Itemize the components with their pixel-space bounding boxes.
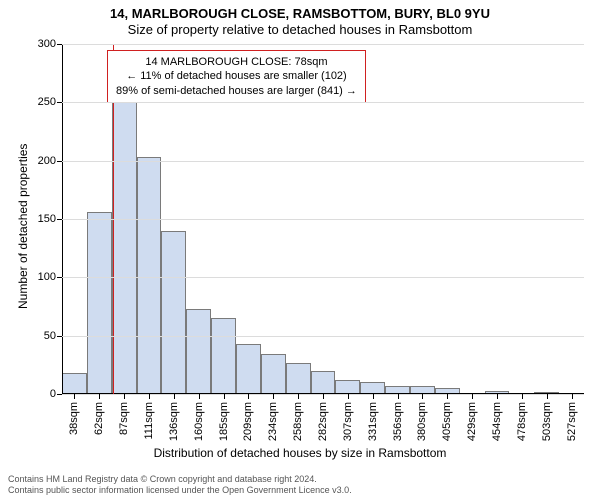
histogram-bar	[286, 363, 311, 395]
y-tick-label: 300	[38, 38, 56, 50]
gridline	[62, 219, 584, 220]
x-tick-mark	[323, 394, 324, 399]
x-tick-mark	[273, 394, 274, 399]
x-tick-label: 405sqm	[441, 402, 453, 441]
info-box-line3: 89% of semi-detached houses are larger (…	[116, 84, 357, 98]
gridline	[62, 336, 584, 337]
x-tick-label: 454sqm	[491, 402, 503, 441]
gridline	[62, 161, 584, 162]
gridline	[62, 277, 584, 278]
footer-line1: Contains HM Land Registry data © Crown c…	[8, 474, 352, 485]
x-tick-mark	[547, 394, 548, 399]
x-tick-mark	[398, 394, 399, 399]
x-tick-label: 62sqm	[93, 402, 105, 435]
y-tick-mark	[57, 394, 62, 395]
y-tick-label: 0	[50, 388, 56, 400]
y-tick-label: 250	[38, 96, 56, 108]
x-tick-label: 503sqm	[541, 402, 553, 441]
y-tick-mark	[57, 161, 62, 162]
gridline	[62, 102, 584, 103]
x-tick-label: 356sqm	[392, 402, 404, 441]
footer-attribution: Contains HM Land Registry data © Crown c…	[8, 474, 352, 496]
x-tick-mark	[224, 394, 225, 399]
x-tick-mark	[447, 394, 448, 399]
x-tick-mark	[74, 394, 75, 399]
histogram-bar	[261, 354, 286, 394]
x-tick-mark	[298, 394, 299, 399]
x-tick-mark	[472, 394, 473, 399]
y-tick-label: 150	[38, 213, 56, 225]
chart-title-line1: 14, MARLBOROUGH CLOSE, RAMSBOTTOM, BURY,…	[0, 6, 600, 21]
histogram-bar	[311, 371, 336, 394]
info-box: 14 MARLBOROUGH CLOSE: 78sqm ← 11% of det…	[107, 50, 366, 103]
x-tick-mark	[124, 394, 125, 399]
histogram-bar	[236, 344, 261, 394]
x-tick-label: 429sqm	[466, 402, 478, 441]
x-tick-label: 527sqm	[566, 402, 578, 441]
y-tick-mark	[57, 277, 62, 278]
chart-title-line2: Size of property relative to detached ho…	[0, 22, 600, 37]
x-tick-mark	[99, 394, 100, 399]
x-tick-label: 136sqm	[168, 402, 180, 441]
x-tick-mark	[149, 394, 150, 399]
x-tick-label: 111sqm	[143, 402, 155, 440]
gridline	[62, 44, 584, 45]
histogram-bar	[211, 318, 236, 394]
histogram-bar	[62, 373, 87, 394]
x-tick-mark	[348, 394, 349, 399]
y-tick-label: 100	[38, 271, 56, 283]
x-tick-mark	[248, 394, 249, 399]
y-tick-label: 200	[38, 155, 56, 167]
x-tick-mark	[572, 394, 573, 399]
x-tick-mark	[174, 394, 175, 399]
histogram-bar	[112, 92, 137, 394]
x-tick-mark	[522, 394, 523, 399]
footer-line2: Contains public sector information licen…	[8, 485, 352, 496]
y-tick-mark	[57, 219, 62, 220]
plot-region: 14 MARLBOROUGH CLOSE: 78sqm ← 11% of det…	[62, 44, 584, 394]
histogram-bar	[137, 157, 162, 394]
x-tick-label: 185sqm	[218, 402, 230, 441]
y-tick-label: 50	[44, 330, 56, 342]
x-tick-label: 160sqm	[193, 402, 205, 441]
histogram-bar	[161, 231, 186, 394]
info-box-line2: ← 11% of detached houses are smaller (10…	[116, 69, 357, 83]
x-tick-mark	[422, 394, 423, 399]
x-tick-label: 234sqm	[267, 402, 279, 441]
y-tick-mark	[57, 44, 62, 45]
x-tick-mark	[373, 394, 374, 399]
x-tick-label: 282sqm	[317, 402, 329, 441]
x-tick-label: 38sqm	[68, 402, 80, 435]
x-tick-label: 478sqm	[516, 402, 528, 441]
histogram-bar	[87, 212, 112, 394]
x-tick-mark	[497, 394, 498, 399]
y-tick-mark	[57, 336, 62, 337]
y-axis-label: Number of detached properties	[16, 144, 30, 309]
info-box-line1: 14 MARLBOROUGH CLOSE: 78sqm	[116, 55, 357, 69]
x-tick-label: 331sqm	[367, 402, 379, 441]
x-tick-label: 209sqm	[242, 402, 254, 441]
y-tick-mark	[57, 102, 62, 103]
histogram-bar	[186, 309, 211, 394]
x-tick-label: 258sqm	[292, 402, 304, 441]
x-tick-mark	[199, 394, 200, 399]
histogram-bar	[335, 380, 360, 394]
x-tick-label: 87sqm	[118, 402, 130, 435]
x-tick-label: 307sqm	[342, 402, 354, 441]
x-tick-label: 380sqm	[416, 402, 428, 441]
x-axis-label: Distribution of detached houses by size …	[0, 446, 600, 460]
